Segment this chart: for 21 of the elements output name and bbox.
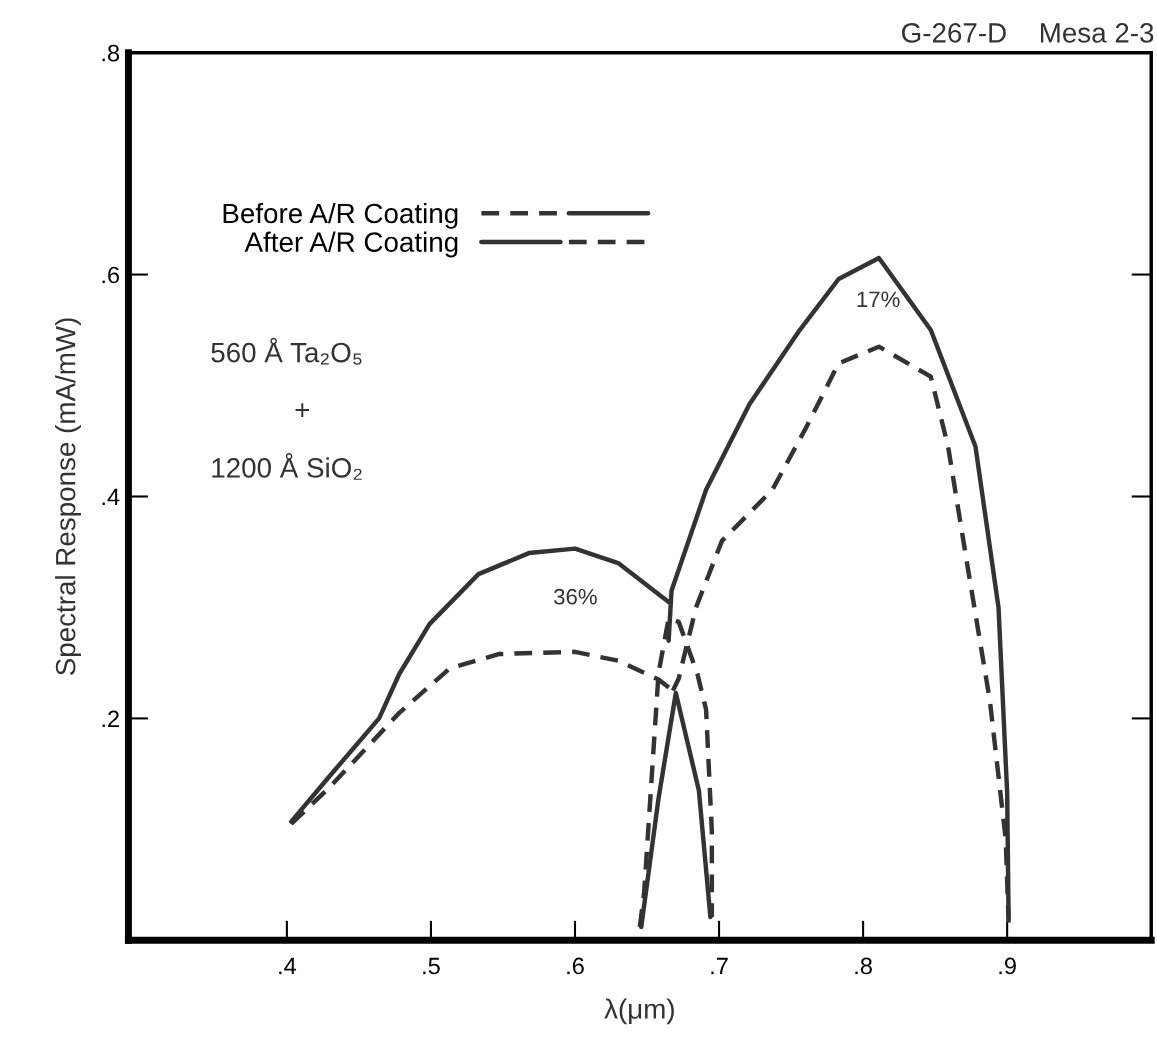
annotation: 17% (857, 291, 900, 308)
x-tick-label: .7 (711, 957, 728, 975)
x-tick-label: .6 (567, 957, 584, 975)
legend-label: After A/R Coating (244, 231, 458, 258)
y-tick-label: .4 (102, 488, 120, 506)
annotation: 1200 Å SiO₂ (212, 453, 362, 480)
text: Mesa 2-3 (1040, 23, 1154, 43)
y-tick-label: .2 (102, 710, 119, 727)
x-tick-label: .9 (999, 957, 1016, 975)
y-tick-label: .6 (102, 266, 120, 284)
y-axis-title: Spectral Response (mA/mW) (55, 318, 81, 676)
x-tick-label: .4 (279, 957, 297, 975)
legend-label: Before A/R Coating (223, 202, 458, 229)
x-tick-label: .8 (855, 957, 872, 975)
y-tick-label: .8 (102, 44, 120, 62)
x-axis-title: λ(μm) (604, 998, 674, 1025)
annotation: 36% (553, 588, 597, 605)
text: G-267-D (902, 23, 1006, 43)
annotation: 560 Å Ta₂O₅ (211, 337, 362, 365)
x-tick-label: .5 (423, 957, 440, 975)
annotation: + (295, 403, 310, 417)
